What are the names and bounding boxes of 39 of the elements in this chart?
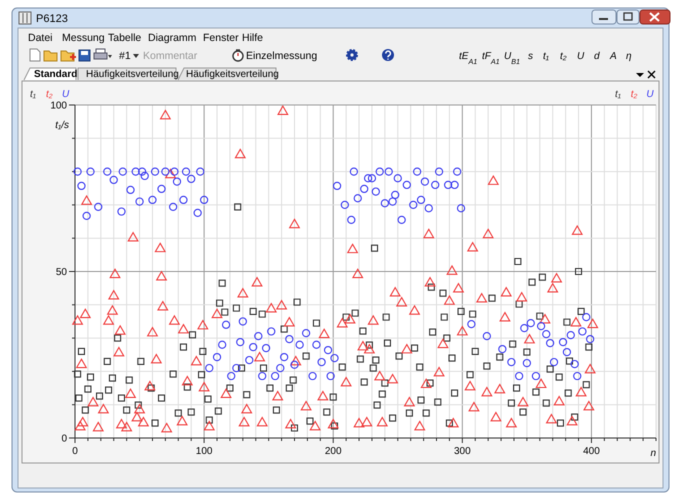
text: U bbox=[577, 51, 585, 62]
text: P6123 bbox=[36, 13, 68, 25]
text: U bbox=[646, 89, 654, 100]
text: t₂ bbox=[46, 89, 53, 100]
text: t₁ bbox=[30, 89, 36, 100]
text: Standard bbox=[34, 69, 78, 80]
y-tick-label: 50 bbox=[56, 267, 68, 278]
text: t₂ bbox=[630, 89, 638, 100]
x-axis-title: n bbox=[650, 448, 656, 459]
text: Diagramm bbox=[148, 32, 197, 44]
x-tick-label: 400 bbox=[583, 446, 600, 457]
text: Einzelmessung bbox=[246, 50, 318, 62]
text: t₂ bbox=[560, 51, 567, 62]
text: Datei bbox=[28, 32, 53, 44]
text: t₁ bbox=[543, 51, 549, 62]
x-tick-label: 0 bbox=[72, 446, 78, 457]
text: Häufigkeitsverteilung bbox=[186, 69, 279, 80]
text: η bbox=[626, 51, 632, 62]
text: s bbox=[528, 51, 533, 62]
text: U$_{B1}$ bbox=[504, 51, 520, 66]
text: Kommentar bbox=[143, 50, 198, 62]
text: Häufigkeitsverteilung bbox=[86, 69, 179, 80]
text: A bbox=[609, 51, 617, 62]
y-tick-label: 0 bbox=[61, 434, 68, 444]
x-tick-label: 200 bbox=[324, 446, 342, 457]
text: Fenster bbox=[203, 32, 240, 44]
text: d bbox=[594, 51, 600, 62]
text: Tabelle bbox=[108, 32, 142, 44]
text: t₁ bbox=[615, 89, 621, 100]
y-axis-title: t₁/s bbox=[55, 120, 69, 131]
text: tF$_{A1}$ bbox=[482, 51, 500, 66]
text: tE$_{A1}$ bbox=[459, 51, 478, 66]
x-tick-label: 300 bbox=[454, 446, 472, 457]
y-tick-label: 100 bbox=[50, 100, 68, 112]
text: Hilfe bbox=[242, 32, 264, 44]
text: #1 bbox=[119, 50, 131, 62]
x-tick-label: 100 bbox=[196, 446, 213, 457]
text: U bbox=[62, 89, 70, 100]
text: Messung bbox=[62, 32, 105, 44]
